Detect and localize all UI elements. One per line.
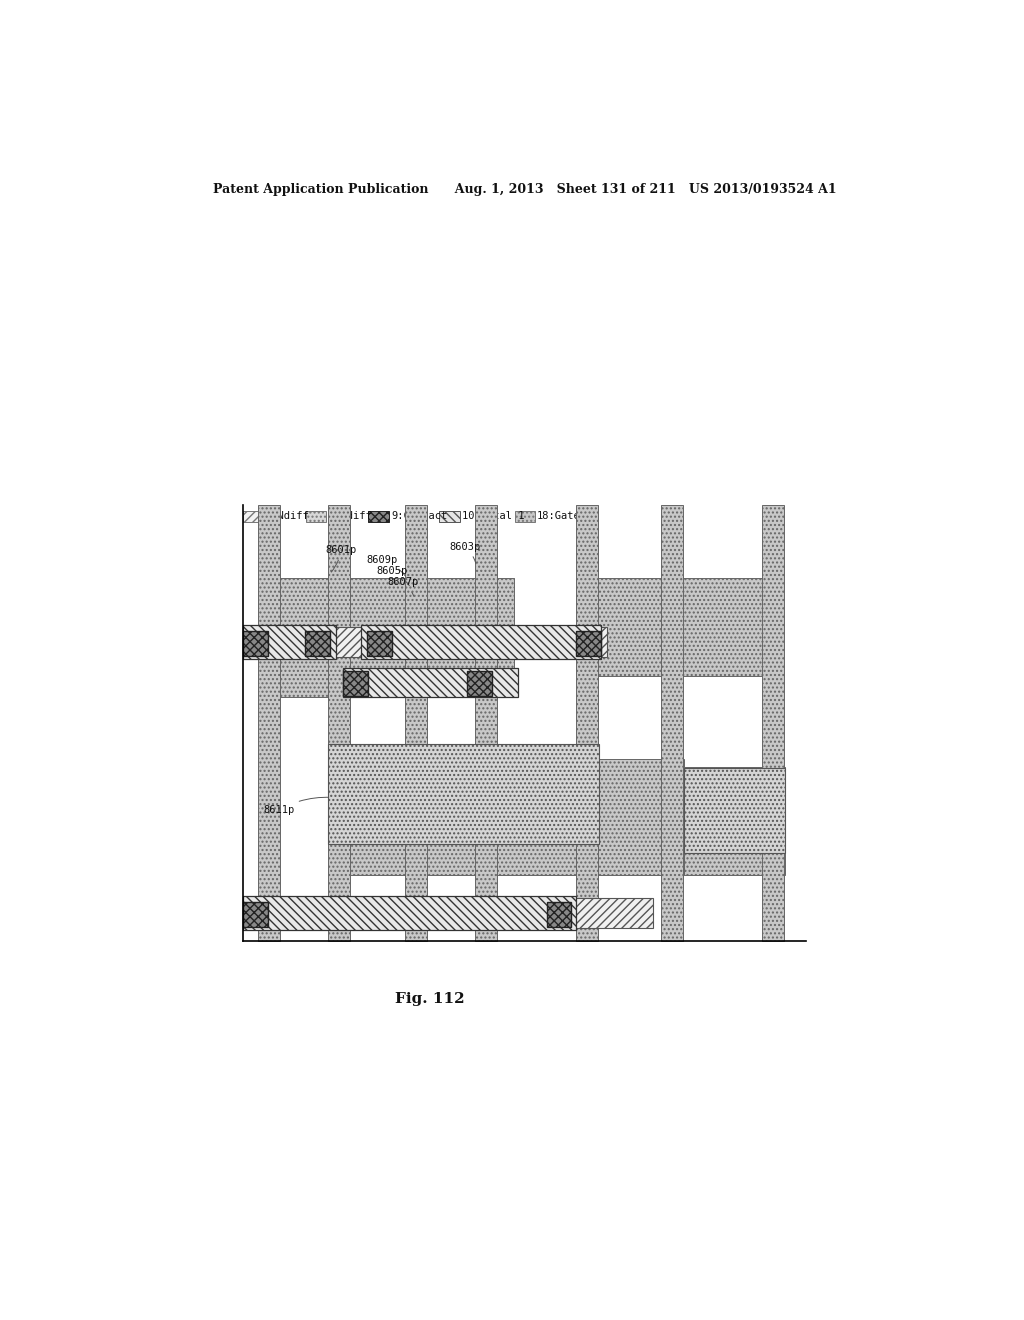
Bar: [475, 506, 497, 941]
Bar: [367, 631, 391, 656]
Bar: [243, 627, 414, 657]
Bar: [406, 506, 427, 941]
Text: 9:Contact: 9:Contact: [391, 511, 447, 521]
Bar: [343, 668, 518, 697]
Bar: [305, 631, 330, 656]
Text: 4:Pdiff: 4:Pdiff: [328, 511, 372, 521]
Bar: [258, 506, 280, 941]
Text: 18:Gate: 18:Gate: [538, 511, 581, 521]
Text: 8609p: 8609p: [367, 554, 406, 576]
Bar: [243, 898, 653, 928]
Bar: [515, 511, 535, 523]
Text: 8605p: 8605p: [376, 566, 410, 586]
Bar: [243, 631, 267, 656]
Text: 8603p: 8603p: [450, 541, 481, 564]
Bar: [575, 578, 781, 676]
Bar: [243, 896, 575, 929]
Bar: [662, 506, 683, 941]
Bar: [360, 626, 601, 659]
Bar: [467, 672, 493, 696]
Bar: [547, 903, 571, 927]
Text: 8607p: 8607p: [388, 577, 419, 597]
Text: Patent Application Publication      Aug. 1, 2013   Sheet 131 of 211   US 2013/01: Patent Application Publication Aug. 1, 2…: [213, 183, 837, 197]
Bar: [258, 578, 514, 697]
Bar: [343, 672, 369, 696]
Bar: [369, 511, 388, 523]
Bar: [575, 506, 598, 941]
Bar: [367, 627, 607, 657]
Bar: [328, 759, 684, 875]
Bar: [575, 631, 601, 656]
Text: Fig. 112: Fig. 112: [395, 993, 465, 1006]
Bar: [305, 511, 326, 523]
Bar: [328, 743, 599, 843]
Bar: [243, 511, 263, 523]
Bar: [684, 768, 785, 853]
Bar: [762, 506, 783, 941]
Bar: [243, 903, 267, 927]
Text: 8611p: 8611p: [263, 797, 331, 814]
Bar: [439, 511, 460, 523]
Bar: [243, 626, 336, 659]
Text: 8601p: 8601p: [326, 545, 357, 572]
Text: 3:Ndiff: 3:Ndiff: [265, 511, 309, 521]
Text: 10:Metal 1: 10:Metal 1: [462, 511, 524, 521]
Bar: [328, 506, 349, 941]
Bar: [684, 767, 785, 875]
